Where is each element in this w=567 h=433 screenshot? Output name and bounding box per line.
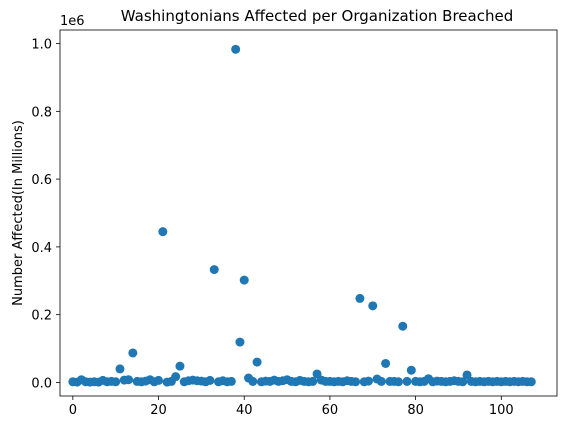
data-point — [398, 321, 408, 331]
x-tick-label: 80 — [407, 403, 424, 418]
data-point — [526, 377, 536, 387]
data-point — [124, 375, 134, 385]
data-point — [158, 227, 168, 237]
data-point — [235, 337, 245, 347]
data-point — [381, 358, 391, 368]
x-tick-label: 0 — [69, 403, 77, 418]
data-point — [205, 375, 215, 385]
data-point — [406, 365, 416, 375]
data-point — [458, 377, 468, 387]
data-point — [462, 370, 472, 380]
data-point — [175, 361, 185, 371]
data-point — [115, 364, 125, 374]
data-point — [231, 44, 241, 54]
data-point — [368, 301, 378, 311]
data-point — [376, 376, 386, 386]
data-point — [239, 275, 249, 285]
x-tick-label: 60 — [322, 403, 339, 418]
data-point — [252, 357, 262, 367]
y-tick-label: 0.6 — [31, 173, 52, 188]
y-tick-label: 0.0 — [31, 376, 52, 391]
data-point — [154, 375, 164, 385]
axes-frame — [59, 29, 558, 397]
data-point — [226, 376, 236, 386]
data-point — [248, 376, 258, 386]
chart-title: Washingtonians Affected per Organization… — [121, 7, 513, 25]
data-point — [393, 377, 403, 387]
data-point — [171, 372, 181, 382]
data-point — [355, 293, 365, 303]
y-tick-label: 0.2 — [31, 309, 52, 324]
x-tick-label: 100 — [489, 403, 514, 418]
y-tick-label: 1.0 — [31, 38, 52, 53]
y-tick-label: 0.8 — [31, 105, 52, 120]
data-point — [363, 376, 373, 386]
data-point — [128, 348, 138, 358]
data-point — [111, 377, 121, 387]
plot-area: 0 20 40 60 80 100 0.0 0.2 0.4 0.6 0.8 1.0 — [31, 29, 558, 418]
y-axis-label: Number Affected(In Millions) — [11, 120, 26, 306]
x-tick-label: 40 — [236, 403, 253, 418]
x-tick-label: 20 — [150, 403, 167, 418]
data-point — [351, 377, 361, 387]
y-tick-label: 0.4 — [31, 241, 52, 256]
data-point — [402, 376, 412, 386]
data-point — [209, 265, 219, 275]
data-point — [308, 376, 318, 386]
y-axis-offset-text: 1e6 — [60, 14, 85, 29]
